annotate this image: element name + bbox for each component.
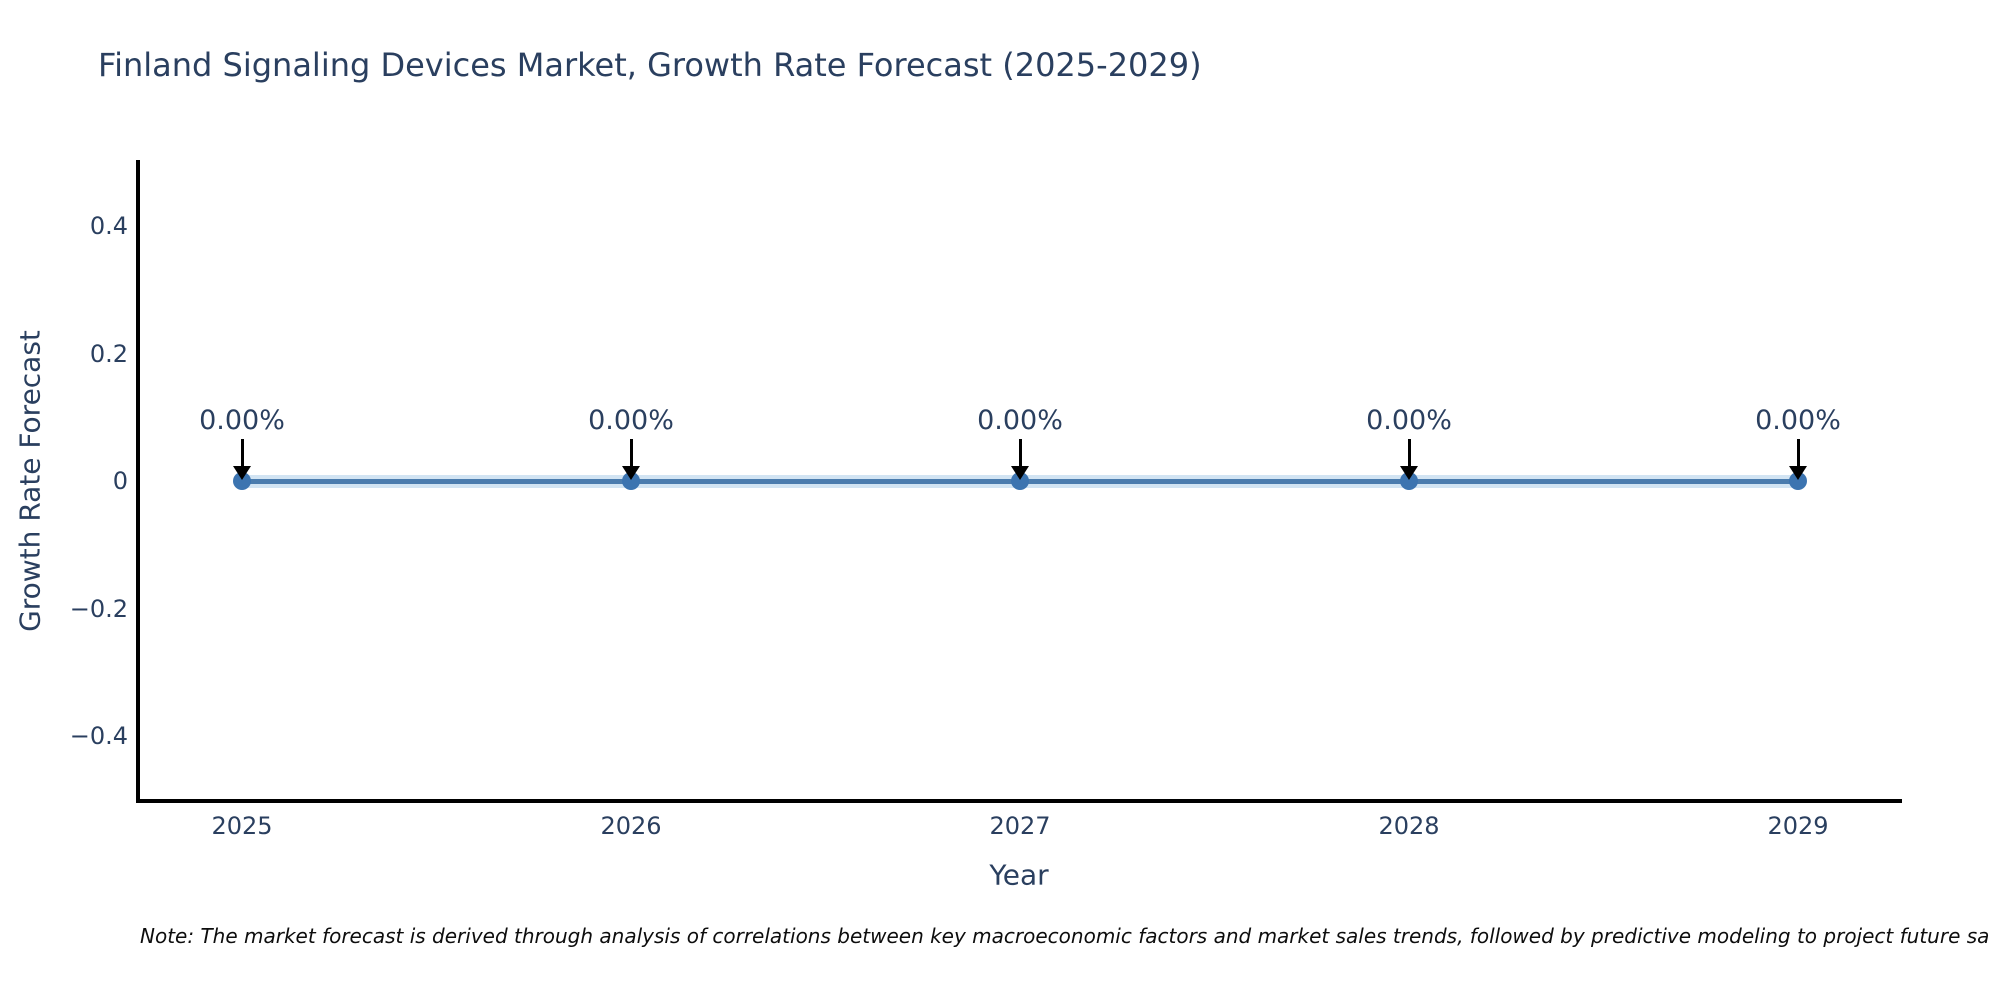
- y-tick-label: 0: [112, 467, 128, 495]
- y-tick-label: 0.4: [89, 212, 128, 240]
- y-tick-label: −0.4: [69, 722, 128, 750]
- y-axis-line: [136, 160, 140, 803]
- annotation-arrow-head: [1011, 466, 1029, 480]
- y-tick-label: 0.2: [89, 339, 128, 368]
- y-tick-label: −0.2: [69, 594, 128, 623]
- annotation-label: 0.00%: [977, 405, 1063, 436]
- x-axis-line: [136, 799, 1902, 803]
- annotation-label: 0.00%: [1755, 405, 1841, 436]
- x-tick-label: 2027: [989, 812, 1051, 840]
- annotation-arrow-line: [1018, 439, 1022, 467]
- x-tick-label: 2026: [600, 812, 662, 840]
- annotation-arrow-head: [1789, 466, 1807, 480]
- chart-title: Finland Signaling Devices Market, Growth…: [98, 46, 1202, 84]
- annotation-arrow-head: [233, 466, 251, 480]
- annotation-arrow-head: [622, 466, 640, 480]
- annotation-label: 0.00%: [199, 405, 285, 436]
- annotation-arrow-line: [1407, 439, 1411, 467]
- annotation-label: 0.00%: [1366, 405, 1452, 436]
- x-tick-label: 2025: [211, 812, 273, 840]
- annotation-arrow-line: [1796, 439, 1800, 467]
- annotation-arrow-line: [240, 439, 244, 467]
- annotation-arrow-line: [629, 439, 633, 467]
- x-tick-label: 2028: [1378, 812, 1440, 840]
- x-tick-label: 2029: [1767, 812, 1829, 840]
- annotation-arrow-head: [1400, 466, 1418, 480]
- x-axis-title: Year: [989, 858, 1049, 892]
- footnote: Note: The market forecast is derived thr…: [140, 924, 1990, 948]
- annotation-label: 0.00%: [588, 405, 674, 436]
